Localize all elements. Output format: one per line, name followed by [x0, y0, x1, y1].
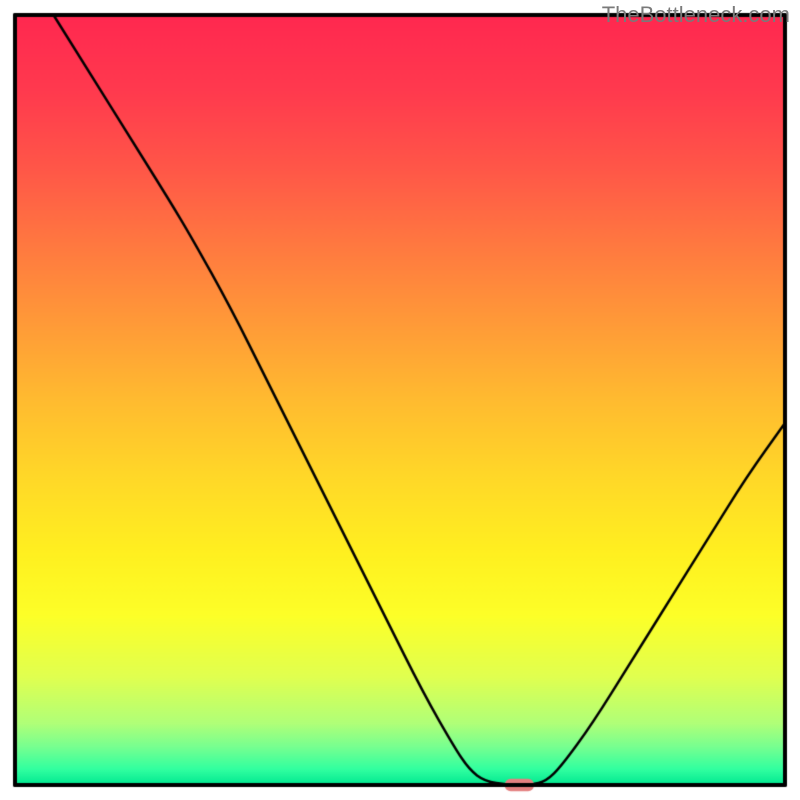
- watermark-text: TheBottleneck.com: [602, 2, 790, 28]
- bottleneck-chart: TheBottleneck.com: [0, 0, 800, 800]
- chart-canvas: [0, 0, 800, 800]
